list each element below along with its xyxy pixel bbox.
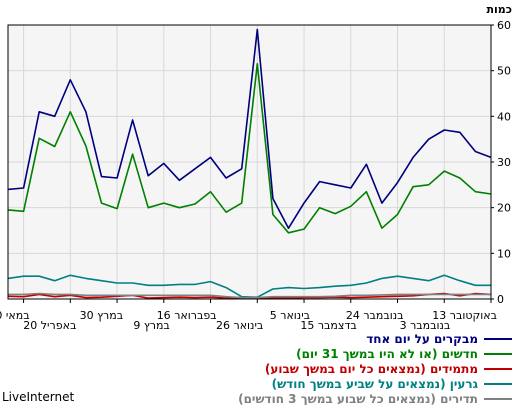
y-tick-label: 10	[497, 247, 511, 260]
x-tick-label: 9 במרץ	[133, 319, 169, 332]
y-tick-label: 30	[497, 156, 511, 169]
x-tick-label: 15 בדצמבר	[300, 319, 356, 332]
y-axis-label: כמות	[487, 3, 512, 16]
legend-label: מבקרים על יום אחד	[366, 332, 478, 346]
legend-label: מתמידים (נמצאים כל יום במשך שבוע)	[265, 362, 478, 376]
x-tick-label: 26 בינואר	[216, 319, 263, 332]
x-tick-label: 13 באוקטובר	[432, 309, 497, 322]
y-tick-label: 50	[497, 65, 511, 78]
x-tick-label: 5 בינואר	[270, 309, 310, 322]
x-tick-label: 24 בנובמבר	[346, 309, 404, 322]
x-tick-label: 20 באפריל	[23, 319, 76, 332]
legend-label: חדשים (או לא היו במשך 31 יום)	[296, 347, 478, 361]
y-tick-label: 60	[497, 19, 511, 32]
x-tick-label: 16 בפברואר	[157, 309, 217, 322]
x-tick-label: 3 בנובמבר	[400, 319, 451, 332]
y-tick-label: 40	[497, 110, 511, 123]
x-tick-label: 30 במרץ	[80, 309, 123, 322]
x-tick-label: 10 במאי	[0, 309, 30, 322]
series-line-5	[8, 292, 491, 299]
legend-label: תדירים (נמצאים כל שבוע במשך 3 חודשים)	[238, 392, 478, 405]
legend-label: גרעין (נמצאים על שביע במשך חודש)	[272, 377, 479, 391]
series-line-2	[7, 62, 492, 234]
series-lines	[7, 28, 492, 299]
y-axis-ticks: 0 10 20 30 40 50 60	[491, 19, 511, 306]
series-line-1	[7, 28, 492, 229]
y-tick-label: 20	[497, 202, 511, 215]
y-tick-label: 0	[497, 293, 504, 306]
brand-label: LiveInternet	[2, 390, 74, 404]
